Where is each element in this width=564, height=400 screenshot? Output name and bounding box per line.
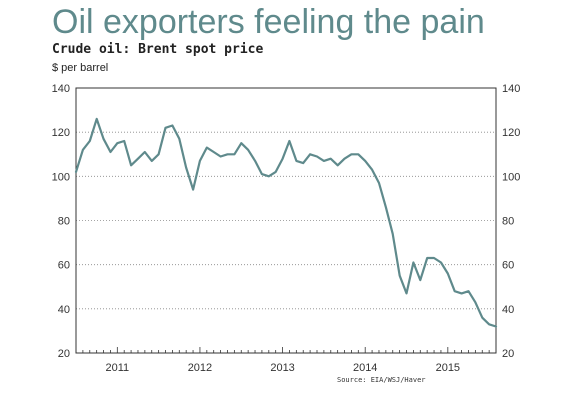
source-note: Source: EIA/WSJ/Haver (337, 376, 426, 384)
y-tick-label-right: 80 (502, 216, 514, 228)
headline: Oil exporters feeling the pain (52, 3, 485, 41)
y-tick-label-right: 100 (502, 171, 520, 183)
y-tick-label-left: 60 (58, 260, 70, 272)
x-tick-label: 2015 (436, 362, 460, 374)
y-tick-label-left: 40 (58, 304, 70, 316)
chart-title: Crude oil: Brent spot price (52, 42, 264, 57)
y-tick-label-right: 20 (502, 348, 514, 360)
y-tick-label-right: 120 (502, 127, 520, 139)
x-tick-label: 2013 (270, 362, 294, 374)
x-tick-label: 2011 (105, 362, 129, 374)
y-tick-label-left: 80 (58, 216, 70, 228)
y-axis-unit-label: $ per barrel (52, 62, 109, 74)
x-tick-label: 2012 (188, 362, 212, 374)
y-tick-label-right: 60 (502, 260, 514, 272)
plot-frame (75, 87, 497, 354)
y-tick-label-left: 120 (52, 127, 70, 139)
brent-price-line (74, 117, 498, 328)
y-tick-label-left: 100 (52, 171, 70, 183)
y-tick-label-right: 40 (502, 304, 514, 316)
y-tick-label-left: 140 (52, 83, 70, 95)
y-tick-label-right: 140 (502, 83, 520, 95)
x-tick-label: 2014 (353, 362, 377, 374)
y-tick-label-left: 20 (58, 348, 70, 360)
